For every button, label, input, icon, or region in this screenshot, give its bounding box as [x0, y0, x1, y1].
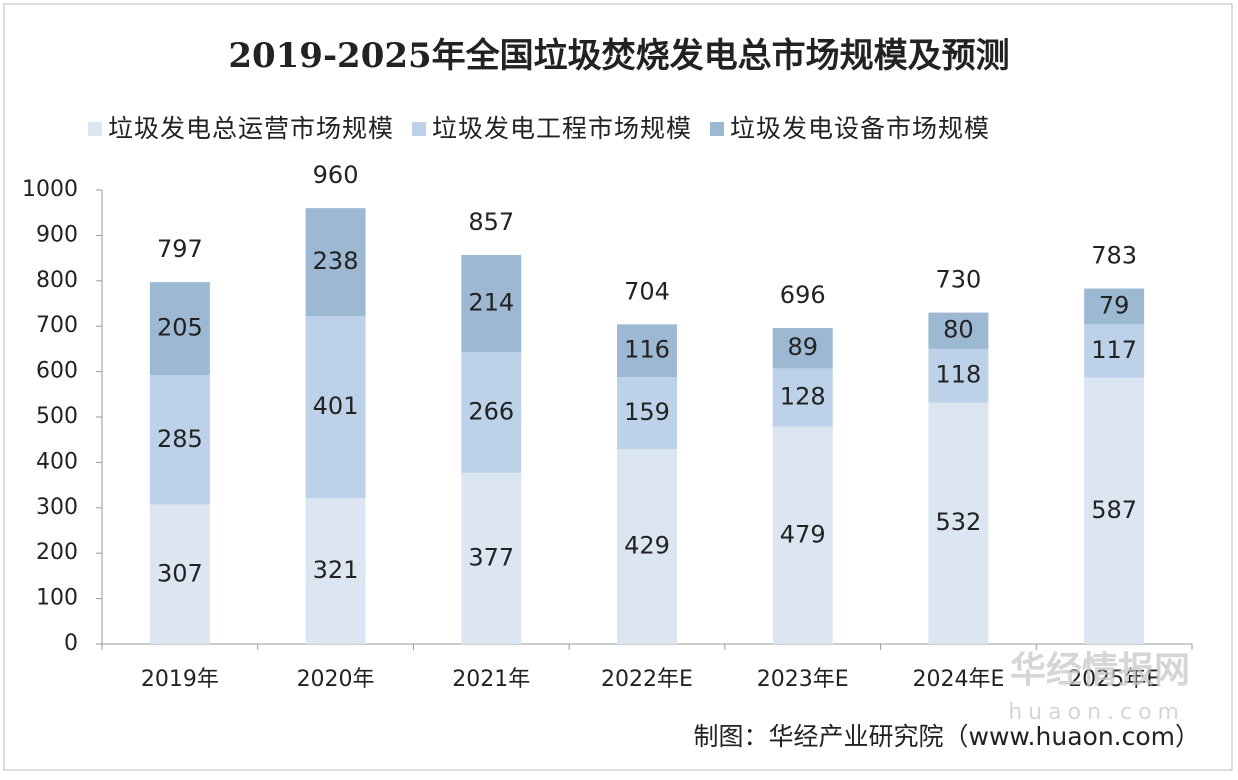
data-label: 401 — [313, 392, 359, 420]
legend-swatch — [710, 122, 725, 136]
bar-segment — [461, 472, 522, 644]
bar-segment — [617, 449, 677, 644]
y-tick-label: 200 — [36, 540, 78, 565]
bar-segment — [305, 316, 366, 499]
y-tick-label: 700 — [36, 313, 78, 338]
bar-segment — [772, 368, 833, 427]
legend-label: 垃圾发电工程市场规模 — [432, 114, 692, 143]
total-label: 783 — [1091, 242, 1137, 270]
bar-segment — [928, 402, 989, 644]
data-label: 117 — [1091, 336, 1137, 364]
data-label: 80 — [943, 316, 974, 344]
data-label: 587 — [1091, 496, 1137, 524]
y-tick-label: 100 — [36, 586, 78, 611]
total-label: 857 — [468, 208, 514, 236]
data-label: 377 — [468, 543, 514, 571]
total-label: 696 — [780, 281, 826, 309]
data-label: 307 — [157, 559, 203, 587]
y-tick-label: 500 — [36, 404, 78, 429]
chart-title: 2019-2025年全国垃圾焚烧发电总市场规模及预测 — [228, 36, 1009, 76]
data-label: 429 — [624, 532, 670, 560]
data-label: 266 — [468, 397, 514, 425]
y-tick-label: 300 — [36, 495, 78, 520]
data-label: 118 — [936, 361, 982, 389]
bar-segment — [617, 324, 677, 378]
bar-segment — [305, 208, 366, 317]
data-label: 159 — [624, 398, 670, 426]
bar-segment — [1084, 377, 1145, 644]
legend-label: 垃圾发电设备市场规模 — [730, 114, 990, 143]
watermark: 华经情报网 — [1010, 650, 1190, 691]
bar-segment — [1084, 324, 1145, 378]
y-tick-label: 0 — [64, 631, 78, 656]
data-label: 285 — [157, 425, 203, 453]
x-tick-label: 2023年E — [757, 667, 849, 692]
y-tick-label: 800 — [36, 268, 78, 293]
bar-segment — [305, 498, 366, 644]
watermark: huaon.com — [1008, 700, 1185, 725]
data-label: 89 — [787, 333, 818, 361]
bar-segment — [928, 312, 989, 349]
x-tick-label: 2025年E — [1068, 667, 1160, 692]
total-label: 730 — [936, 266, 982, 294]
x-tick-label: 2020年 — [297, 667, 375, 692]
total-label: 704 — [624, 277, 670, 305]
legend-swatch — [88, 122, 102, 136]
bar-segment — [461, 254, 522, 353]
bar-segment — [149, 375, 210, 505]
data-label: 532 — [936, 508, 982, 536]
x-tick-label: 2021年 — [452, 667, 530, 692]
y-tick-label: 900 — [36, 222, 78, 247]
data-label: 205 — [157, 314, 203, 342]
data-label: 79 — [1099, 291, 1130, 319]
bar-segment — [772, 328, 833, 369]
data-label: 479 — [780, 520, 826, 548]
legend-swatch — [412, 122, 427, 136]
bar-segment — [617, 377, 677, 450]
total-label: 960 — [313, 161, 359, 189]
x-tick-label: 2019年 — [141, 667, 219, 692]
data-label: 238 — [313, 247, 359, 275]
y-tick-label: 400 — [36, 449, 78, 474]
data-label: 116 — [624, 336, 670, 364]
source: 制图：华经产业研究院（www.huaon.com） — [694, 722, 1200, 751]
y-tick-label: 1000 — [22, 177, 78, 202]
data-label: 214 — [468, 289, 514, 317]
bar-segment — [928, 348, 989, 403]
data-label: 128 — [780, 382, 826, 410]
bar-segment — [1084, 288, 1145, 325]
bar-segment — [461, 352, 522, 473]
bar-segment — [772, 426, 833, 644]
y-tick-label: 600 — [36, 359, 78, 384]
bar-segment — [149, 282, 210, 376]
bar-segment — [149, 504, 210, 644]
x-tick-label: 2024年E — [912, 667, 1004, 692]
legend-label: 垃圾发电总运营市场规模 — [108, 114, 394, 143]
x-tick-label: 2022年E — [601, 667, 693, 692]
total-label: 797 — [157, 235, 203, 263]
data-label: 321 — [313, 556, 359, 584]
